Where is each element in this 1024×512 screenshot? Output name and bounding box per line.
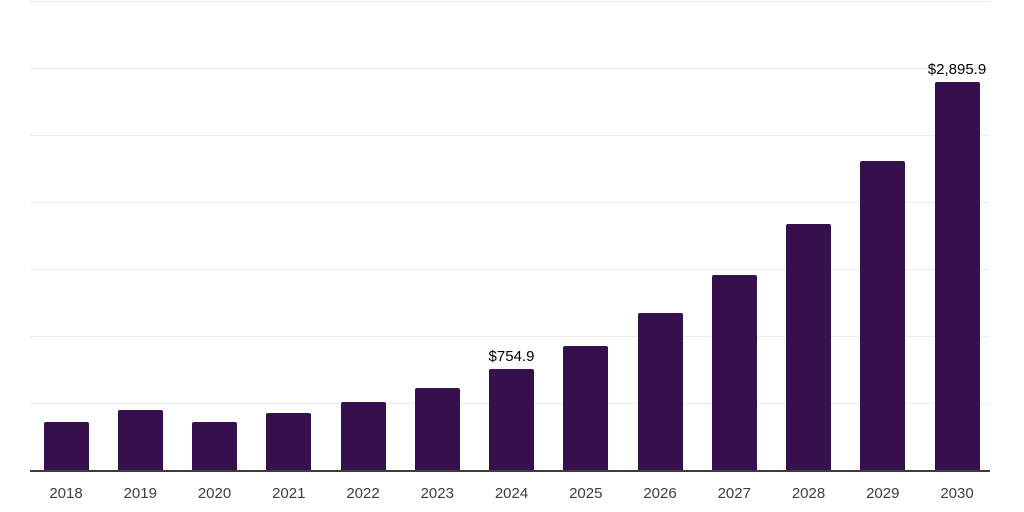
x-tick-label-2024: 2024 — [494, 485, 529, 502]
x-tick-label-2023: 2023 — [420, 485, 454, 502]
data-label-2024: $754.9 — [488, 347, 535, 365]
bar-2029[interactable] — [860, 160, 906, 470]
x-tick-label-2027: 2027 — [717, 485, 751, 502]
gridline-2500 — [30, 135, 990, 136]
x-tick-label-2030: 2030 — [940, 485, 974, 502]
x-tick-label-2021: 2021 — [272, 485, 306, 502]
x-tick-label-2025: 2025 — [569, 485, 603, 502]
x-tick-label-2018: 2018 — [49, 485, 83, 502]
bar-2022[interactable] — [340, 401, 386, 470]
bar-2018[interactable] — [43, 422, 89, 470]
bar-2028[interactable] — [786, 224, 831, 470]
x-tick-label-2028: 2028 — [791, 485, 826, 502]
bar-2030[interactable] — [934, 81, 980, 470]
gridline-2000 — [30, 202, 990, 203]
x-tick-label-2029: 2029 — [866, 485, 900, 502]
bar-2021[interactable] — [266, 412, 312, 470]
gridline-1000 — [30, 336, 990, 337]
bar-2026[interactable] — [637, 313, 683, 470]
x-tick-label-2026: 2026 — [643, 485, 677, 502]
bar-2024[interactable] — [489, 368, 534, 470]
x-tick-label-2019: 2019 — [123, 485, 157, 502]
x-tick-label-2022: 2022 — [346, 485, 380, 502]
bar-2019[interactable] — [117, 410, 163, 470]
bar-2020[interactable] — [192, 421, 237, 470]
bar-2023[interactable] — [414, 387, 460, 470]
bar-2027[interactable] — [711, 274, 757, 470]
x-tick-label-2020: 2020 — [197, 485, 232, 502]
x-axis-line — [30, 470, 990, 472]
bar-2025[interactable] — [563, 345, 609, 470]
gridline-3000 — [30, 68, 990, 69]
data-label-2030: $2,895.9 — [927, 60, 987, 78]
gridline-1500 — [30, 269, 990, 270]
gridline-3500 — [30, 1, 990, 2]
